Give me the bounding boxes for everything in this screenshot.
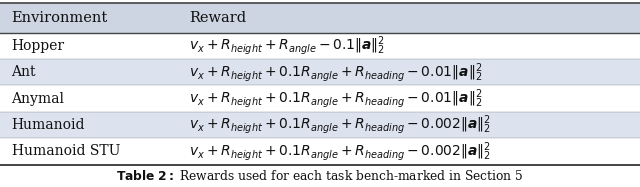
Text: $v_x + R_{height} + 0.1R_{angle} + R_{heading} - 0.002\|\boldsymbol{a}\|_2^2$: $v_x + R_{height} + 0.1R_{angle} + R_{he… <box>189 140 491 163</box>
Text: Anymal: Anymal <box>12 92 65 106</box>
Bar <box>0 33 640 59</box>
Bar <box>0 3 640 33</box>
Text: Humanoid: Humanoid <box>12 118 85 132</box>
Text: $v_x + R_{height} + 0.1R_{angle} + R_{heading} - 0.01\|\boldsymbol{a}\|_2^2$: $v_x + R_{height} + 0.1R_{angle} + R_{he… <box>189 61 482 84</box>
Text: Environment: Environment <box>12 11 108 25</box>
Text: $v_x + R_{height} + R_{angle} - 0.1\|\boldsymbol{a}\|_2^2$: $v_x + R_{height} + R_{angle} - 0.1\|\bo… <box>189 34 385 57</box>
Bar <box>0 112 640 138</box>
Bar <box>0 85 640 112</box>
Text: Humanoid STU: Humanoid STU <box>12 144 120 158</box>
Text: Hopper: Hopper <box>12 39 65 53</box>
Bar <box>0 59 640 85</box>
Text: $\mathbf{Table\ 2:}$$\;$Rewards used for each task bench-marked in Section 5: $\mathbf{Table\ 2:}$$\;$Rewards used for… <box>116 169 524 183</box>
Text: Reward: Reward <box>189 11 246 25</box>
Bar <box>0 138 640 165</box>
Text: $v_x + R_{height} + 0.1R_{angle} + R_{heading} - 0.01\|\boldsymbol{a}\|_2^2$: $v_x + R_{height} + 0.1R_{angle} + R_{he… <box>189 87 482 110</box>
Text: Ant: Ant <box>12 65 36 79</box>
Text: $v_x + R_{height} + 0.1R_{angle} + R_{heading} - 0.002\|\boldsymbol{a}\|_2^2$: $v_x + R_{height} + 0.1R_{angle} + R_{he… <box>189 114 491 137</box>
